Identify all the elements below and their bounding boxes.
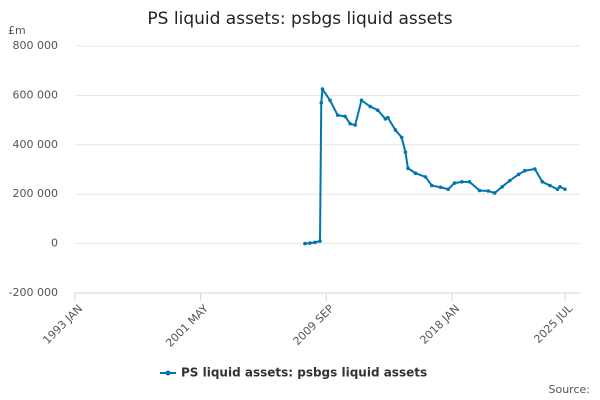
legend-marker xyxy=(165,370,171,376)
point xyxy=(492,191,497,195)
x-tick-label: 1993 JAN xyxy=(40,302,85,347)
point xyxy=(359,98,364,103)
line xyxy=(304,86,566,245)
y-tick-label: 400 000 xyxy=(13,138,59,151)
point xyxy=(313,240,317,245)
point xyxy=(486,189,491,193)
y-tick-label: 600 000 xyxy=(13,88,59,101)
point xyxy=(423,175,428,179)
point xyxy=(430,183,434,188)
point xyxy=(319,101,324,105)
chart-title: PS liquid assets: psbgs liquid assets xyxy=(147,9,452,29)
y-tick-label: 200 000 xyxy=(13,187,59,200)
point xyxy=(522,168,527,173)
y-tick-label: 800 000 xyxy=(13,39,59,52)
legend-label: PS liquid assets: psbgs liquid assets xyxy=(181,366,427,380)
point xyxy=(507,178,512,183)
point xyxy=(533,167,537,171)
point xyxy=(386,115,390,120)
y-tick-label: -200 000 xyxy=(9,286,58,299)
x-tick-label: 2009 SEP xyxy=(291,302,337,348)
point xyxy=(500,184,504,189)
point xyxy=(563,187,567,192)
point xyxy=(328,98,332,103)
point xyxy=(467,180,472,184)
x-tick-label: 2018 JAN xyxy=(417,302,462,347)
point xyxy=(308,241,312,245)
point xyxy=(413,171,418,176)
point xyxy=(558,184,562,189)
point xyxy=(399,135,404,140)
point xyxy=(477,188,482,193)
point xyxy=(438,185,443,190)
point xyxy=(353,123,357,127)
point xyxy=(335,113,340,117)
point xyxy=(368,104,373,109)
point xyxy=(555,187,560,192)
x-tick-label: 2025 JUL xyxy=(531,301,575,345)
point xyxy=(403,150,408,155)
point xyxy=(375,108,380,113)
point xyxy=(460,180,464,184)
point xyxy=(548,183,552,188)
point xyxy=(343,114,347,119)
point xyxy=(516,172,521,177)
point xyxy=(318,239,322,243)
point xyxy=(446,187,450,192)
y-unit: £m xyxy=(8,24,26,37)
x-tick-label: 2001 MAY xyxy=(163,302,211,350)
y-tick-label: 0 xyxy=(51,237,58,250)
source: Source: xyxy=(549,383,591,396)
point xyxy=(348,122,352,126)
point xyxy=(393,128,398,132)
point xyxy=(452,181,457,185)
point xyxy=(303,241,307,246)
point xyxy=(406,166,410,171)
point xyxy=(320,87,325,92)
point xyxy=(540,180,545,184)
